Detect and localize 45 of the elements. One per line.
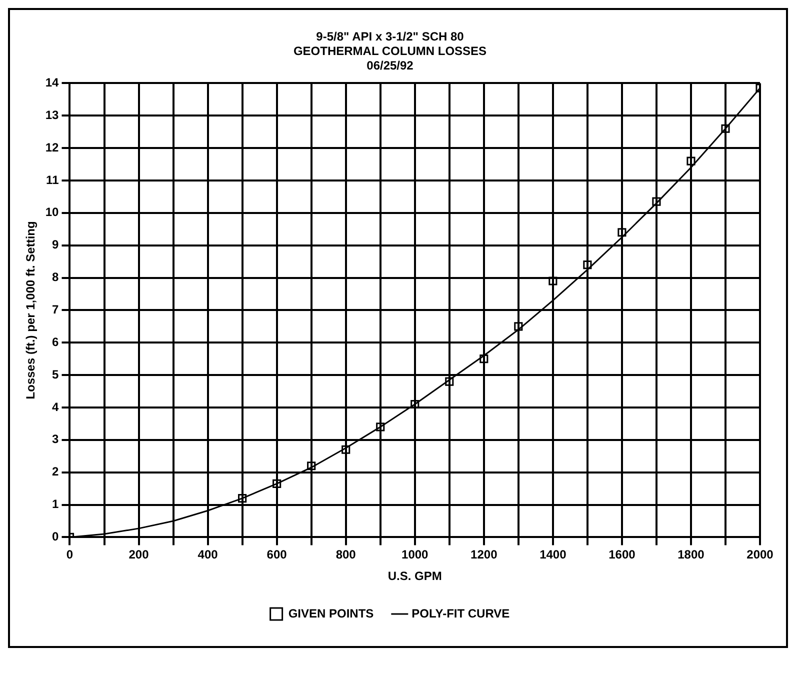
point — [548, 276, 558, 286]
point — [342, 445, 350, 454]
x-tick-label: 1400 — [540, 548, 567, 562]
point — [652, 197, 661, 206]
y-tick-label: 12 — [45, 140, 60, 154]
x-tick-label: 0 — [66, 548, 74, 562]
y-tick-label: 3 — [52, 432, 60, 446]
x-tick-label: 200 — [128, 548, 150, 562]
y-tick-label: 0 — [52, 530, 60, 544]
point — [514, 322, 523, 331]
x-tick-label: 1800 — [678, 548, 705, 562]
y-tick-label: 7 — [52, 302, 60, 317]
y-tick-label: 9 — [52, 238, 60, 252]
y-tick-label: 6 — [52, 334, 60, 349]
y-tick-label: 10 — [45, 205, 60, 220]
point — [376, 422, 385, 432]
x-axis-title: U.S. GPM — [388, 569, 442, 584]
point — [583, 260, 592, 270]
point — [445, 377, 454, 386]
x-tick-label: 1000 — [402, 548, 429, 562]
x-tick-label: 400 — [198, 548, 218, 562]
legend-label: GIVEN POINTS — [288, 606, 374, 620]
y-tick-label: 5 — [52, 367, 60, 382]
point — [238, 494, 247, 503]
x-tick-label: 1600 — [608, 548, 636, 562]
x-tick-label: 2000 — [746, 548, 774, 562]
y-tick-label: 8 — [52, 270, 60, 284]
legend-label: POLY-FIT CURVE — [412, 606, 510, 620]
point — [686, 156, 696, 166]
y-axis-title: Losses (ft.) per 1,000 ft. Setting — [24, 221, 38, 400]
x-tick-label: 1200 — [470, 548, 498, 562]
x-tick-label: 800 — [336, 548, 356, 562]
point — [272, 479, 282, 488]
point — [618, 228, 626, 237]
y-tick-label: 2 — [52, 464, 60, 479]
y-tick-label: 1 — [52, 497, 60, 512]
x-tick-label: 600 — [266, 548, 288, 562]
chart-title: 9-5/8" API x 3-1/2" SCH 80 GEOTHERMAL COLUMN LOSSES 06/25/92 — [293, 30, 487, 72]
point — [721, 124, 730, 133]
y-tick-label: 11 — [46, 172, 60, 187]
y-tick-label: 14 — [45, 76, 60, 90]
point — [480, 354, 488, 364]
y-tick-label: 13 — [45, 108, 60, 122]
y-tick-label: 4 — [52, 400, 60, 414]
point — [307, 462, 316, 470]
